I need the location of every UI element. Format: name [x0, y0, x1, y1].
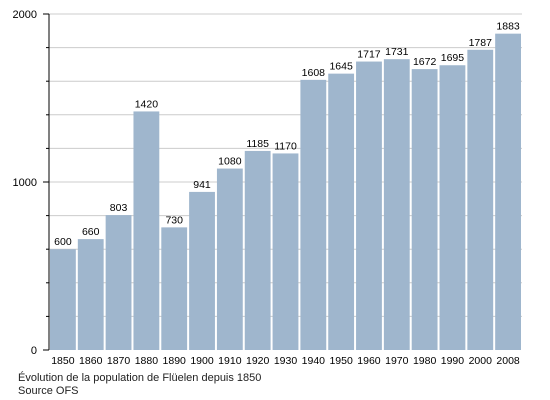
- data-label: 1420: [135, 98, 159, 110]
- bar: [383, 59, 410, 350]
- bar: [105, 215, 132, 350]
- x-tick-label: 1920: [246, 355, 270, 367]
- x-tick-label: 1860: [79, 355, 103, 367]
- x-tick-label: 1950: [329, 355, 353, 367]
- data-label: 1185: [246, 138, 269, 150]
- data-label: 1883: [496, 21, 520, 33]
- data-label: 1695: [441, 52, 465, 64]
- bar: [300, 79, 327, 350]
- bar: [50, 249, 76, 350]
- x-tick-label: 1940: [302, 355, 326, 367]
- data-label: 1080: [218, 156, 242, 168]
- x-tick-label: 1890: [163, 355, 187, 367]
- x-tick-label: 1960: [357, 355, 381, 367]
- data-label: 600: [54, 236, 72, 248]
- data-label: 941: [193, 179, 211, 191]
- bar: [161, 227, 188, 350]
- x-tick-label: 1980: [413, 355, 437, 367]
- bar: [189, 191, 215, 350]
- y-tick-label: 2000: [13, 9, 37, 21]
- bar: [133, 111, 160, 350]
- x-tick-label: 1910: [218, 355, 242, 367]
- data-label: 1672: [413, 56, 437, 68]
- data-label: 1645: [329, 61, 353, 73]
- bar: [495, 33, 521, 350]
- data-label: 1717: [357, 49, 381, 61]
- y-tick-label: 1000: [13, 177, 37, 189]
- y-tick-label: 0: [31, 345, 37, 357]
- x-tick-label: 1880: [135, 355, 159, 367]
- x-tick-label: 1970: [385, 355, 409, 367]
- x-tick-label: 2008: [496, 355, 520, 367]
- bar: [272, 153, 299, 350]
- bar: [216, 168, 243, 350]
- bar: [356, 61, 382, 350]
- x-tick-label: 1900: [190, 355, 214, 367]
- data-label: 1170: [274, 140, 297, 152]
- data-label: 1731: [385, 46, 409, 58]
- data-label: 730: [165, 214, 183, 226]
- data-label: 1608: [302, 67, 326, 79]
- bar: [77, 239, 104, 350]
- data-label: 660: [82, 226, 100, 238]
- bar: [467, 49, 494, 351]
- chart-caption: Évolution de la population de Flüelen de…: [18, 372, 262, 384]
- x-tick-label: 2000: [469, 355, 493, 367]
- x-tick-label: 1870: [107, 355, 131, 367]
- bar: [411, 69, 438, 350]
- chart-source: Source OFS: [18, 385, 79, 397]
- bar: [328, 73, 355, 350]
- x-tick-label: 1850: [51, 355, 75, 367]
- bar: [244, 150, 271, 350]
- bar: [439, 65, 466, 351]
- x-tick-label: 1990: [441, 355, 465, 367]
- x-tick-label: 1930: [274, 355, 298, 367]
- data-label: 1787: [469, 37, 493, 49]
- data-label: 803: [110, 202, 128, 214]
